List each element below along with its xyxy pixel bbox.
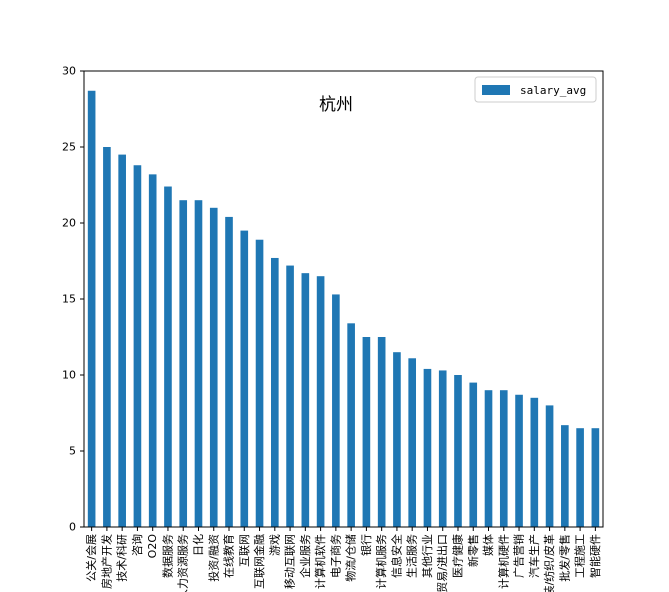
- bar-28: [515, 394, 523, 527]
- x-tick-label-25: 新零售: [466, 534, 480, 567]
- x-tick-label-5: 数据服务: [160, 534, 174, 578]
- x-tick-label-18: 银行: [359, 534, 373, 556]
- bar-30: [545, 405, 554, 527]
- x-tick-label-23: 贸易/进出口: [435, 534, 449, 592]
- bar-23: [438, 370, 447, 527]
- x-tick-label-13: 移动互联网: [284, 534, 297, 589]
- x-tick-label-2: 技术/科研: [115, 534, 129, 582]
- bar-2: [118, 154, 126, 527]
- x-tick-label-20: 信息安全: [389, 534, 403, 578]
- x-tick-label-30: 服装/纺织/皮革: [542, 534, 556, 592]
- x-tick-label-24: 医疗健康: [450, 534, 464, 578]
- bar-29: [530, 397, 539, 527]
- y-tick-label-2: 10: [62, 369, 76, 382]
- bar-1: [103, 147, 111, 527]
- bar-22: [423, 368, 432, 527]
- y-tick-label-1: 5: [69, 445, 76, 458]
- bar-8: [209, 207, 218, 528]
- legend-box: [474, 76, 597, 103]
- bar-18: [362, 337, 371, 527]
- x-tick-label-10: 互联网: [238, 534, 251, 567]
- bar-0: [87, 90, 96, 527]
- x-tick-label-29: 汽车生产: [527, 534, 541, 578]
- bar-15: [316, 276, 325, 527]
- legend-entry: salary_avg: [520, 84, 586, 97]
- legend-swatch: [482, 85, 510, 95]
- x-tick-label-14: 企业服务: [298, 534, 312, 578]
- bar-13: [286, 265, 294, 527]
- chart-title: 杭州: [319, 95, 353, 115]
- bar-32: [576, 428, 584, 527]
- x-tick-label-7: 日化: [191, 534, 205, 556]
- x-tick-label-33: 智能硬件: [588, 534, 602, 578]
- x-tick-label-1: 房地产开发: [99, 534, 113, 589]
- x-tick-label-9: 在线教育: [222, 534, 236, 578]
- x-tick-label-26: 媒体: [481, 534, 495, 556]
- bar-10: [240, 230, 249, 527]
- y-tick-label-4: 20: [62, 217, 76, 230]
- y-tick-label-3: 15: [62, 293, 76, 306]
- x-tick-label-6: 人力资源服务: [176, 534, 190, 592]
- bar-24: [454, 375, 462, 527]
- legend: salary_avg: [474, 76, 597, 103]
- bar-4: [148, 174, 157, 528]
- y-axis: 0 5 10 15 20 25 30: [62, 65, 84, 534]
- bar-21: [408, 358, 417, 527]
- y-tick-label-0: 0: [69, 521, 76, 534]
- x-tick-label-12: 游戏: [268, 534, 281, 556]
- x-tick-label-3: 咨询: [130, 534, 144, 556]
- bar-7: [194, 200, 203, 527]
- bar-17: [347, 323, 355, 527]
- bars-group: [87, 90, 600, 528]
- x-tick-label-19: 计算机服务: [374, 534, 388, 589]
- x-tick-label-21: 生活服务: [405, 534, 419, 578]
- x-tick-label-28: 广告营销: [512, 534, 526, 578]
- bar-26: [484, 390, 493, 527]
- x-tick-label-15: 计算机软件: [313, 534, 327, 589]
- x-axis: 公关/会展 房地产开发 技术/科研 咨询 O2O 数据服务 人力资源服务 日化 投资/融资 在线教…: [84, 527, 602, 592]
- bar-5: [164, 186, 172, 527]
- x-tick-label-27: 计算机硬件: [496, 534, 510, 589]
- x-tick-label-11: 互联网金融: [252, 534, 266, 589]
- bar-3: [133, 165, 142, 528]
- x-tick-label-31: 批发/零售: [557, 534, 571, 582]
- bar-31: [561, 425, 569, 527]
- y-tick-label-6: 30: [62, 65, 76, 78]
- x-tick-label-17: 物流/仓储: [344, 534, 358, 582]
- bar-6: [179, 200, 188, 527]
- x-tick-label-22: 其他行业: [421, 534, 434, 578]
- x-tick-label-8: 投资/融资: [206, 534, 220, 582]
- bar-14: [301, 273, 310, 527]
- bar-25: [469, 382, 478, 527]
- x-tick-label-0: 公关/会展: [84, 534, 98, 582]
- bar-9: [225, 216, 233, 528]
- bar-20: [393, 352, 401, 527]
- bar-33: [591, 428, 600, 527]
- bar-12: [270, 257, 279, 527]
- plot-frame: [83, 70, 604, 528]
- bar-27: [499, 390, 508, 527]
- bar-16: [332, 294, 340, 527]
- x-tick-label-16: 电子商务: [328, 534, 342, 578]
- x-tick-label-32: 工程施工: [574, 534, 587, 578]
- bar-19: [377, 337, 386, 527]
- y-tick-label-5: 25: [62, 141, 76, 154]
- x-tick-label-4: O2O: [146, 534, 159, 559]
- bar-11: [255, 239, 264, 527]
